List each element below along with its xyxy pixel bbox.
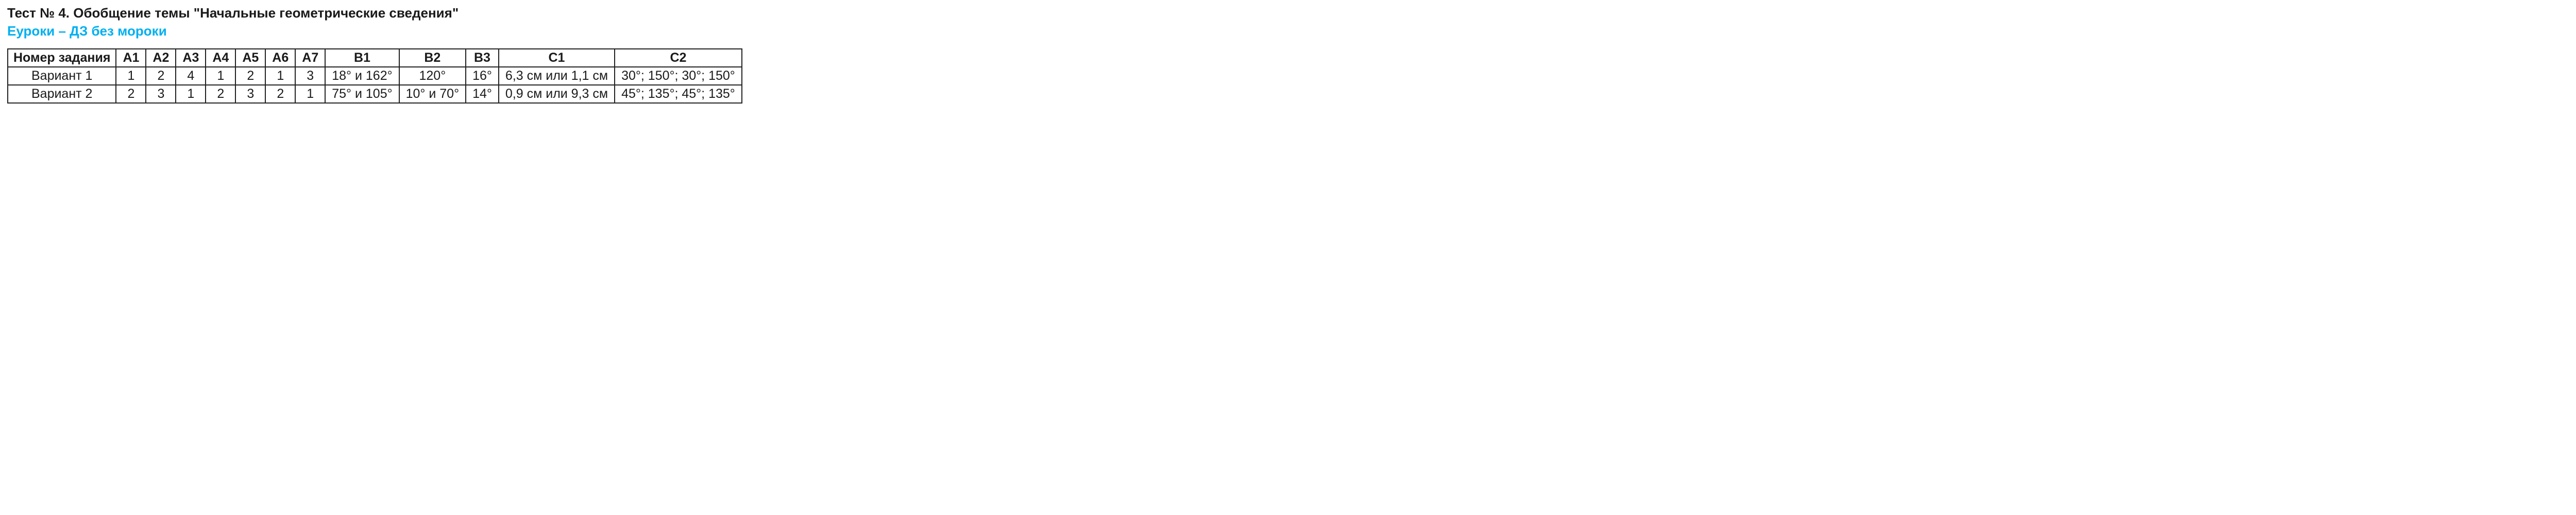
- cell: 1: [265, 67, 295, 85]
- cell: 3: [295, 67, 325, 85]
- cell: 2: [206, 85, 235, 103]
- row-header-label: Номер задания: [8, 49, 116, 67]
- cell: 120°: [399, 67, 466, 85]
- cell: 3: [235, 85, 265, 103]
- col-header: А4: [206, 49, 235, 67]
- cell: 1: [116, 67, 146, 85]
- page-title: Тест № 4. Обобщение темы "Начальные геом…: [7, 5, 2569, 21]
- col-header: А5: [235, 49, 265, 67]
- col-header: А2: [146, 49, 176, 67]
- cell: 16°: [466, 67, 499, 85]
- cell: 30°; 150°; 30°; 150°: [615, 67, 742, 85]
- table-row: Вариант 2 2 3 1 2 3 2 1 75° и 105° 10° и…: [8, 85, 742, 103]
- col-header: А7: [295, 49, 325, 67]
- cell: 4: [176, 67, 206, 85]
- cell: 1: [176, 85, 206, 103]
- page-subtitle: Еуроки – ДЗ без мороки: [7, 23, 2569, 39]
- cell: 2: [265, 85, 295, 103]
- col-header: В1: [325, 49, 399, 67]
- col-header: А3: [176, 49, 206, 67]
- cell: 2: [146, 67, 176, 85]
- col-header: А1: [116, 49, 146, 67]
- cell: 2: [235, 67, 265, 85]
- table-row: Вариант 1 1 2 4 1 2 1 3 18° и 162° 120° …: [8, 67, 742, 85]
- col-header: А6: [265, 49, 295, 67]
- table-header-row: Номер задания А1 А2 А3 А4 А5 А6 А7 В1 В2…: [8, 49, 742, 67]
- cell: 45°; 135°; 45°; 135°: [615, 85, 742, 103]
- cell: 1: [295, 85, 325, 103]
- cell: 10° и 70°: [399, 85, 466, 103]
- col-header: С1: [499, 49, 615, 67]
- cell: 14°: [466, 85, 499, 103]
- col-header: С2: [615, 49, 742, 67]
- cell: 1: [206, 67, 235, 85]
- cell: 3: [146, 85, 176, 103]
- row-label: Вариант 2: [8, 85, 116, 103]
- cell: 0,9 см или 9,3 см: [499, 85, 615, 103]
- row-label: Вариант 1: [8, 67, 116, 85]
- col-header: В3: [466, 49, 499, 67]
- cell: 6,3 см или 1,1 см: [499, 67, 615, 85]
- answers-table: Номер задания А1 А2 А3 А4 А5 А6 А7 В1 В2…: [7, 48, 742, 104]
- col-header: В2: [399, 49, 466, 67]
- cell: 18° и 162°: [325, 67, 399, 85]
- cell: 2: [116, 85, 146, 103]
- cell: 75° и 105°: [325, 85, 399, 103]
